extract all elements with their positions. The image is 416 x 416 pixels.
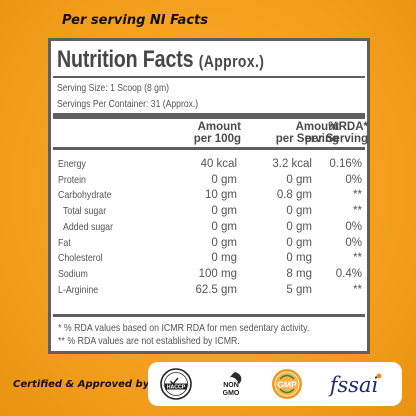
column-header-line: per 100g bbox=[193, 133, 241, 145]
amount-per-serving: 0 gm bbox=[286, 220, 312, 233]
column-header-rda: %RDA* per Serving bbox=[283, 121, 368, 145]
nutrient-name: Total sugar bbox=[63, 205, 107, 218]
amount-per-100g: 0 gm bbox=[211, 236, 237, 249]
rda-percent: 0% bbox=[345, 236, 362, 249]
nutrient-name: Sodium bbox=[58, 267, 88, 280]
column-header-per-100g: Amount per 100g bbox=[137, 121, 241, 145]
haccp-text: HACCP bbox=[167, 384, 186, 390]
amount-per-serving: 0 gm bbox=[286, 205, 312, 218]
non-gmo-logo-icon: NON GMO bbox=[223, 372, 242, 397]
nutrient-name: Carbohydrate bbox=[58, 189, 112, 202]
title-main: Nutrition Facts bbox=[57, 46, 194, 73]
rda-percent: 0% bbox=[345, 220, 362, 233]
column-header-line: per Serving bbox=[275, 133, 339, 145]
amount-per-100g: 0 mg bbox=[211, 252, 237, 265]
divider-medium bbox=[53, 314, 365, 317]
nutrient-row: Protein 0 gm 0 gm 0% bbox=[51, 173, 367, 189]
amount-per-serving: 0 gm bbox=[286, 173, 312, 186]
gmp-text: GMP bbox=[277, 380, 297, 390]
fssai-text: fssai bbox=[328, 373, 379, 397]
rda-percent: 0% bbox=[345, 173, 362, 186]
nutrition-facts-panel: Nutrition Facts (Approx.) Serving Size: … bbox=[48, 38, 370, 354]
nutrient-name: Cholesterol bbox=[58, 252, 103, 265]
rda-percent: ** bbox=[353, 205, 362, 218]
column-header-line: %RDA* bbox=[328, 121, 368, 133]
nutrient-row: L-Arginine 62.5 gm 5 gm ** bbox=[51, 283, 367, 299]
amount-per-100g: 10 gm bbox=[205, 189, 237, 202]
nutrient-name: Fat bbox=[58, 236, 71, 249]
amount-per-100g: 0 gm bbox=[211, 173, 237, 186]
rda-percent: 0.16% bbox=[329, 158, 362, 170]
column-header-line: Amount bbox=[295, 121, 339, 133]
rda-percent: ** bbox=[353, 252, 362, 265]
rda-percent: ** bbox=[353, 283, 362, 296]
amount-per-100g: 40 kcal bbox=[200, 158, 237, 170]
certification-logos: HACCP NON GMO GMP fssai bbox=[148, 362, 402, 406]
nutrient-name: Energy bbox=[58, 158, 86, 170]
nutrient-row: Carbohydrate 10 gm 0.8 gm ** bbox=[51, 188, 367, 204]
nutrient-row: Total sugar 0 gm 0 gm ** bbox=[51, 204, 367, 220]
footnote-rda: * % RDA values based on ICMR RDA for men… bbox=[58, 322, 310, 334]
amount-per-100g: 100 mg bbox=[198, 267, 237, 280]
nutrient-row: Energy 40 kcal 3.2 kcal 0.16% bbox=[51, 157, 367, 173]
amount-per-serving: 0 mg bbox=[286, 252, 312, 265]
nutrient-name: Added sugar bbox=[63, 220, 114, 233]
nutrition-facts-title: Nutrition Facts (Approx.) bbox=[57, 46, 264, 74]
haccp-logo-icon: HACCP bbox=[160, 368, 192, 400]
title-approx: (Approx.) bbox=[198, 52, 265, 71]
nutrient-row: Cholesterol 0 mg 0 mg ** bbox=[51, 251, 367, 267]
footnote-not-established: ** % RDA values are not established by I… bbox=[58, 335, 240, 347]
nutrient-row: Added sugar 0 gm 0 gm 0% bbox=[51, 220, 367, 236]
divider-thick bbox=[53, 113, 365, 119]
amount-per-serving: 5 gm bbox=[286, 283, 312, 296]
nutrient-name: L-Arginine bbox=[58, 283, 99, 296]
certifications-label: Certified & Approved by - bbox=[13, 379, 157, 390]
amount-per-100g: 0 gm bbox=[211, 205, 237, 218]
amount-per-100g: 0 gm bbox=[211, 220, 237, 233]
amount-per-serving: 0.8 gm bbox=[276, 189, 312, 202]
serving-size: Serving Size: 1 Scoop (8 gm) bbox=[57, 82, 169, 94]
page-heading: Per serving NI Facts bbox=[62, 13, 208, 28]
non-gmo-text-top: NON bbox=[223, 382, 239, 389]
column-header-line: per Serving bbox=[304, 133, 368, 145]
nutrient-row: Fat 0 gm 0 gm 0% bbox=[51, 236, 367, 252]
gmp-logo-icon: GMP bbox=[272, 369, 302, 399]
rda-percent: 0.4% bbox=[335, 267, 362, 280]
column-header-per-serving: Amount per Serving bbox=[233, 121, 339, 145]
nutrient-name: Protein bbox=[58, 173, 86, 186]
amount-per-serving: 3.2 kcal bbox=[272, 158, 312, 170]
column-header-line: Amount bbox=[197, 121, 241, 133]
fssai-logo-icon: fssai bbox=[328, 373, 382, 397]
divider-thin bbox=[53, 76, 365, 78]
amount-per-100g: 62.5 gm bbox=[195, 283, 237, 296]
non-gmo-text-bottom: GMO bbox=[223, 390, 240, 397]
rda-percent: ** bbox=[353, 189, 362, 202]
nutrient-row: Sodium 100 mg 8 mg 0.4% bbox=[51, 267, 367, 283]
servings-per-container: Servings Per Container: 31 (Approx.) bbox=[57, 98, 199, 110]
divider-medium bbox=[53, 147, 365, 150]
amount-per-serving: 8 mg bbox=[286, 267, 312, 280]
amount-per-serving: 0 gm bbox=[286, 236, 312, 249]
